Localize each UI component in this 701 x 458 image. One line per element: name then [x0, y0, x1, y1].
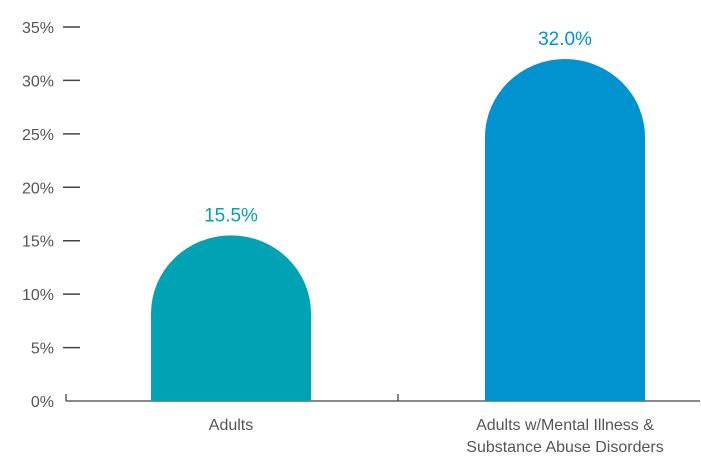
bars [151, 59, 645, 401]
bar [151, 235, 311, 401]
y-tick-label: 15% [22, 234, 54, 251]
labels: 15.5% Adults 32.0% Adults w/Mental Illness … [204, 29, 664, 456]
y-tick-label: 5% [31, 341, 54, 358]
category-label: Adults [209, 417, 253, 434]
y-tick-label: 30% [22, 73, 54, 90]
data-label: 32.0% [538, 29, 592, 50]
category-label: Adults w/Mental Illness & [476, 417, 654, 434]
y-tick-label: 20% [22, 180, 54, 197]
data-label: 15.5% [204, 205, 258, 226]
y-tick-label: 0% [31, 394, 54, 411]
bar [485, 59, 645, 401]
y-tick-label: 10% [22, 287, 54, 304]
y-tick-label: 25% [22, 127, 54, 144]
y-tick-label: 35% [22, 20, 54, 37]
category-label: Substance Abuse Disorders [466, 439, 663, 456]
